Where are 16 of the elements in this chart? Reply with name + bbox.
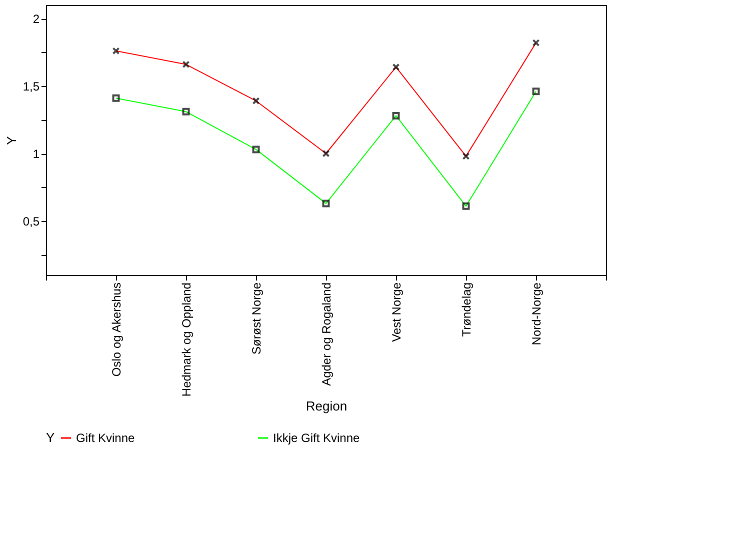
- x-tick-label: Sørøst Norge: [250, 282, 264, 355]
- x-tick-label: Nord-Norge: [530, 282, 544, 346]
- x-tick-label: Agder og Rogaland: [320, 282, 334, 386]
- y-axis-title: Y: [4, 136, 19, 145]
- y-tick-label: 0,5: [22, 214, 40, 228]
- legend-label: Gift Kvinne: [76, 431, 136, 445]
- y-tick-label: 2: [32, 12, 40, 26]
- legend-title: Y: [46, 430, 55, 445]
- legend-label: Ikkje Gift Kvinne: [273, 431, 360, 445]
- x-tick-label: Hedmark og Oppland: [180, 282, 194, 397]
- x-tick-label: Vest Norge: [390, 282, 404, 342]
- x-axis-title: Region: [306, 398, 348, 414]
- x-tick-label: Oslo og Akershus: [110, 282, 124, 377]
- y-tick-label: 1,5: [22, 80, 40, 94]
- x-tick-label: Trøndelag: [460, 282, 474, 337]
- y-tick-label: 1: [32, 147, 40, 161]
